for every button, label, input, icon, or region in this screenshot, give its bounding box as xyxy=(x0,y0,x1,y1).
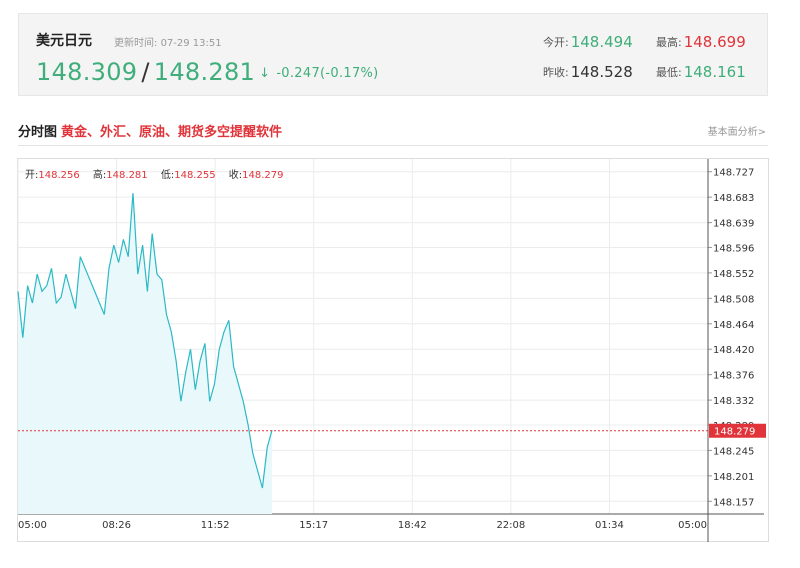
ohlc-open-label: 开: xyxy=(25,170,39,181)
low-stat: 最低: 148.161 xyxy=(656,63,746,81)
price-change: -0.247(-0.17%) xyxy=(276,66,379,81)
low-label: 最低: xyxy=(656,66,682,79)
y-tick-label: 148.639 xyxy=(713,219,754,230)
ohlc-low-label: 低: xyxy=(160,170,175,181)
prev-close-stat: 昨收: 148.528 xyxy=(543,63,633,81)
price-primary: 148.309 xyxy=(36,58,138,86)
y-tick-label: 148.420 xyxy=(713,345,754,356)
price-secondary: 148.281 xyxy=(153,58,256,86)
y-tick-label: 148.376 xyxy=(713,371,754,382)
fundamental-analysis-link[interactable]: 基本面分析> xyxy=(707,127,766,138)
y-tick-label: 148.727 xyxy=(713,168,754,179)
open-stat: 今开: 148.494 xyxy=(543,33,633,51)
high-stat: 最高: 148.699 xyxy=(656,33,746,51)
x-tick-label: 22:08 xyxy=(496,520,525,531)
y-tick-label: 148.508 xyxy=(713,294,754,305)
y-tick-label: 148.157 xyxy=(713,497,754,508)
ohlc-open-value: 148.256 xyxy=(38,170,80,181)
y-tick-label: 148.464 xyxy=(713,320,754,331)
quote-panel: 美元日元 更新时间: 07-29 13:51 148.309/148.281 ↓ -… xyxy=(18,13,768,96)
current-price: 148.309/148.281 ↓ -0.247(-0.17%) xyxy=(36,58,379,86)
x-tick-label: 05:00 xyxy=(678,520,707,531)
high-value: 148.699 xyxy=(683,33,746,51)
ohlc-close-label: 收: xyxy=(228,170,243,181)
promo-link[interactable]: 黄金、外汇、原油、期货多空提醒软件 xyxy=(61,125,283,140)
divider xyxy=(18,145,768,146)
y-tick-label: 148.596 xyxy=(713,243,754,254)
update-time-value: 07-29 13:51 xyxy=(160,38,222,49)
low-value: 148.161 xyxy=(683,63,746,81)
ohlc-high-label: 高: xyxy=(92,170,107,181)
x-tick-label: 01:34 xyxy=(595,520,624,531)
current-price-tag-label: 148.279 xyxy=(714,427,755,438)
high-label: 最高: xyxy=(656,36,682,49)
update-time-label: 更新时间: xyxy=(114,38,158,49)
ohlc-readout: 开:148.256 高:148.281 低:148.255 收:148.279 xyxy=(25,166,284,181)
ohlc-low-value: 148.255 xyxy=(174,170,216,181)
y-tick-label: 148.552 xyxy=(713,269,754,280)
x-tick-label: 08:26 xyxy=(102,520,131,531)
price-separator: / xyxy=(141,58,150,86)
y-tick-label: 148.683 xyxy=(713,193,754,204)
prev-close-value: 148.528 xyxy=(570,63,633,81)
y-tick-label: 148.245 xyxy=(713,446,754,457)
open-value: 148.494 xyxy=(570,33,633,51)
x-tick-label: 11:52 xyxy=(201,520,230,531)
x-tick-label: 18:42 xyxy=(398,520,427,531)
x-tick-label: 05:00 xyxy=(18,520,47,531)
y-tick-label: 148.201 xyxy=(713,472,754,483)
intraday-chart-title[interactable]: 分时图 xyxy=(18,125,58,140)
update-time: 更新时间: 07-29 13:51 xyxy=(114,34,222,49)
pair-name: 美元日元 xyxy=(36,33,92,49)
open-label: 今开: xyxy=(543,36,569,49)
ohlc-close-value: 148.279 xyxy=(242,170,284,181)
y-tick-label: 148.332 xyxy=(713,396,754,407)
price-area xyxy=(18,193,272,514)
ohlc-high-value: 148.281 xyxy=(106,170,148,181)
prev-close-label: 昨收: xyxy=(543,66,569,79)
down-arrow-icon: ↓ xyxy=(259,66,271,81)
current-price-tag xyxy=(709,423,766,438)
section-title: 分时图 黄金、外汇、原油、期货多空提醒软件 xyxy=(18,121,282,140)
x-tick-label: 15:17 xyxy=(299,520,328,531)
price-line xyxy=(17,193,273,489)
